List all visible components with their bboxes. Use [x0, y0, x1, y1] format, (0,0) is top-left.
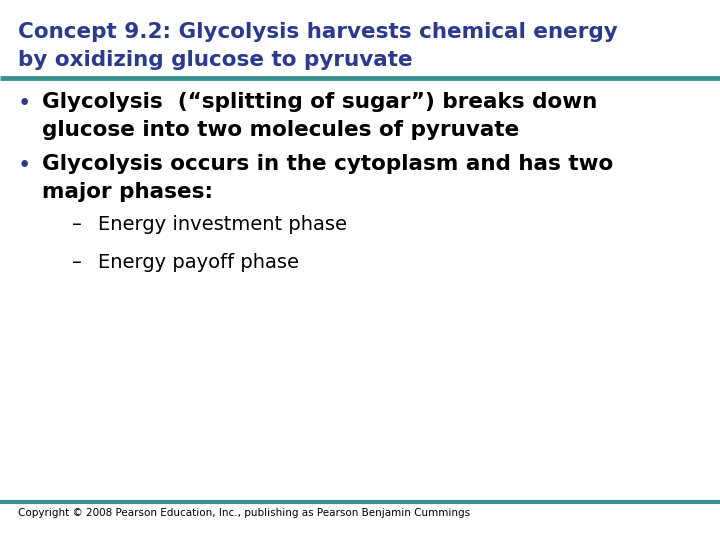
- Text: Energy payoff phase: Energy payoff phase: [98, 253, 299, 272]
- Text: •: •: [18, 92, 32, 115]
- Text: Glycolysis occurs in the cytoplasm and has two: Glycolysis occurs in the cytoplasm and h…: [42, 154, 613, 174]
- Text: Energy investment phase: Energy investment phase: [98, 215, 347, 234]
- Text: by oxidizing glucose to pyruvate: by oxidizing glucose to pyruvate: [18, 50, 413, 70]
- Text: •: •: [18, 154, 32, 177]
- Text: –: –: [72, 253, 82, 272]
- Text: Copyright © 2008 Pearson Education, Inc., publishing as Pearson Benjamin Cumming: Copyright © 2008 Pearson Education, Inc.…: [18, 508, 470, 518]
- Text: Concept 9.2: Glycolysis harvests chemical energy: Concept 9.2: Glycolysis harvests chemica…: [18, 22, 618, 42]
- Text: major phases:: major phases:: [42, 182, 213, 202]
- Text: –: –: [72, 215, 82, 234]
- Text: glucose into two molecules of pyruvate: glucose into two molecules of pyruvate: [42, 120, 519, 140]
- Text: Glycolysis  (“splitting of sugar”) breaks down: Glycolysis (“splitting of sugar”) breaks…: [42, 92, 598, 112]
